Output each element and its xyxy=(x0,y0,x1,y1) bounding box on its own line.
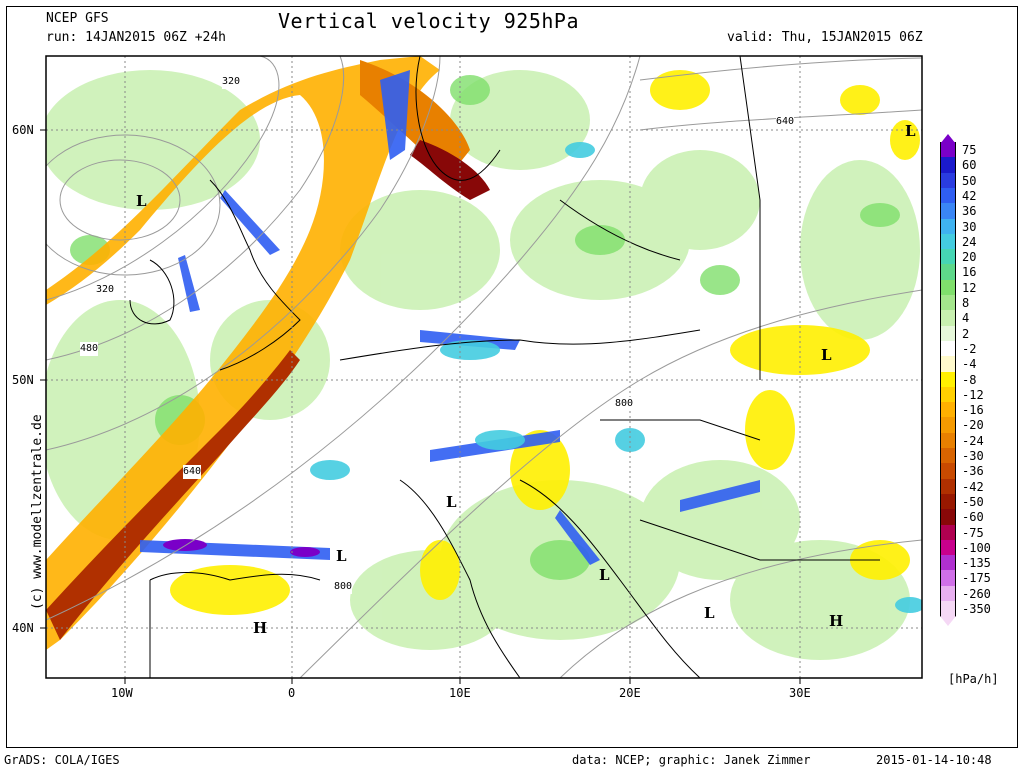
high-pressure-marker: H xyxy=(829,612,844,630)
contour-label: 480 xyxy=(80,342,99,356)
legend-swatch xyxy=(940,203,956,219)
lon-tick: 10W xyxy=(111,686,133,700)
legend-level-label: 50 xyxy=(962,173,977,188)
legend-level-label: 16 xyxy=(962,265,977,280)
lat-tick: 60N xyxy=(12,123,34,137)
lon-tick: 20E xyxy=(619,686,641,700)
legend-swatch xyxy=(940,509,956,525)
legend-swatch xyxy=(940,279,956,296)
plot-frame xyxy=(6,6,1018,748)
legend-level-label: 24 xyxy=(962,234,977,249)
software-credit: GrADS: COLA/IGES xyxy=(4,753,120,767)
valid-time: valid: Thu, 15JAN2015 06Z xyxy=(727,30,923,45)
legend-level-label: 4 xyxy=(962,311,970,326)
legend-level-label: -8 xyxy=(962,372,977,387)
low-pressure-marker: L xyxy=(599,566,610,584)
low-pressure-marker: L xyxy=(136,192,147,210)
legend-swatch xyxy=(940,448,956,464)
legend-swatch xyxy=(940,493,956,510)
low-pressure-marker: L xyxy=(446,493,457,511)
legend-level-label: -350 xyxy=(962,602,991,616)
low-pressure-marker: L xyxy=(821,346,832,364)
legend-unit: [hPa/h] xyxy=(948,672,999,686)
legend-level-label: 30 xyxy=(962,219,977,234)
legend-level-label: -16 xyxy=(962,403,984,418)
legend-swatch xyxy=(940,417,956,434)
legend-level-label: -100 xyxy=(962,540,991,555)
legend-level-label: -50 xyxy=(962,494,984,509)
legend-level-label: 75 xyxy=(962,143,977,157)
legend-swatch xyxy=(940,570,956,587)
legend-level-label: -42 xyxy=(962,479,984,494)
high-pressure-marker: H xyxy=(253,619,268,637)
low-pressure-marker: L xyxy=(905,122,916,140)
legend-swatch xyxy=(940,325,956,342)
legend-level-label: -75 xyxy=(962,525,984,540)
legend-swatch xyxy=(940,295,956,311)
legend-arrow-top xyxy=(940,134,956,144)
legend-level-label: -30 xyxy=(962,449,984,463)
legend-swatch xyxy=(940,340,956,357)
legend-swatch xyxy=(940,157,956,174)
legend-swatch xyxy=(940,555,956,571)
contour-label: 320 xyxy=(96,283,115,297)
legend-swatch xyxy=(940,233,956,250)
lat-tick: 40N xyxy=(12,621,34,635)
legend-level-label: -260 xyxy=(962,586,991,601)
legend-arrow-bottom xyxy=(940,616,956,627)
legend-level-label: -4 xyxy=(962,357,977,372)
legend-swatch xyxy=(940,356,956,372)
map-title: Vertical velocity 925hPa xyxy=(278,9,579,33)
legend-level-label: 60 xyxy=(962,158,977,173)
legend-level-label: -2 xyxy=(962,341,977,356)
legend-level-label: 12 xyxy=(962,280,977,295)
legend-level-label: -175 xyxy=(962,571,991,586)
legend-swatch xyxy=(940,218,956,235)
lon-tick: 0 xyxy=(288,686,296,700)
lon-tick: 30E xyxy=(789,686,811,700)
legend-swatch xyxy=(940,432,956,449)
contour-label: 800 xyxy=(615,397,634,411)
legend-swatch xyxy=(940,172,956,189)
legend-level-label: -20 xyxy=(962,418,984,433)
legend-level-label: -36 xyxy=(962,464,984,479)
contour-label: 320 xyxy=(222,75,241,89)
legend-swatch xyxy=(940,310,956,327)
legend-swatch xyxy=(940,187,956,204)
timestamp: 2015-01-14-10:48 xyxy=(876,753,992,767)
legend-swatch xyxy=(940,463,956,480)
legend-level-label: -24 xyxy=(962,433,984,448)
legend-swatch xyxy=(940,249,956,265)
legend-level-label: -135 xyxy=(962,556,991,571)
legend-level-label: -60 xyxy=(962,510,984,525)
legend-swatch xyxy=(940,264,956,281)
model-name: NCEP GFS xyxy=(46,11,109,26)
low-pressure-marker: L xyxy=(336,547,347,565)
legend-level-label: 20 xyxy=(962,250,977,265)
legend-swatch xyxy=(940,478,956,495)
legend-swatch xyxy=(940,539,956,556)
legend-level-label: 2 xyxy=(962,326,970,341)
lon-tick: 10E xyxy=(449,686,471,700)
side-credit: (c) www.modellzentrale.de xyxy=(30,414,45,610)
run-info: run: 14JAN2015 06Z +24h xyxy=(46,30,227,45)
contour-label: 800 xyxy=(334,580,353,594)
legend-swatch xyxy=(940,585,956,602)
data-credit: data: NCEP; graphic: Janek Zimmer xyxy=(572,753,811,767)
legend-level-label: 36 xyxy=(962,204,977,219)
legend-level-label: 42 xyxy=(962,188,977,203)
legend-level-label: 8 xyxy=(962,296,970,310)
legend-swatch xyxy=(940,371,956,388)
low-pressure-marker: L xyxy=(704,604,715,622)
contour-label: 640 xyxy=(776,115,795,129)
legend-swatch xyxy=(940,524,956,541)
legend-level-label: -12 xyxy=(962,387,984,402)
legend-swatch xyxy=(940,402,956,418)
lat-tick: 50N xyxy=(12,373,34,387)
legend-swatch xyxy=(940,601,956,617)
legend-swatch xyxy=(940,142,956,158)
legend-swatch xyxy=(940,386,956,403)
contour-label: 640 xyxy=(183,465,202,479)
